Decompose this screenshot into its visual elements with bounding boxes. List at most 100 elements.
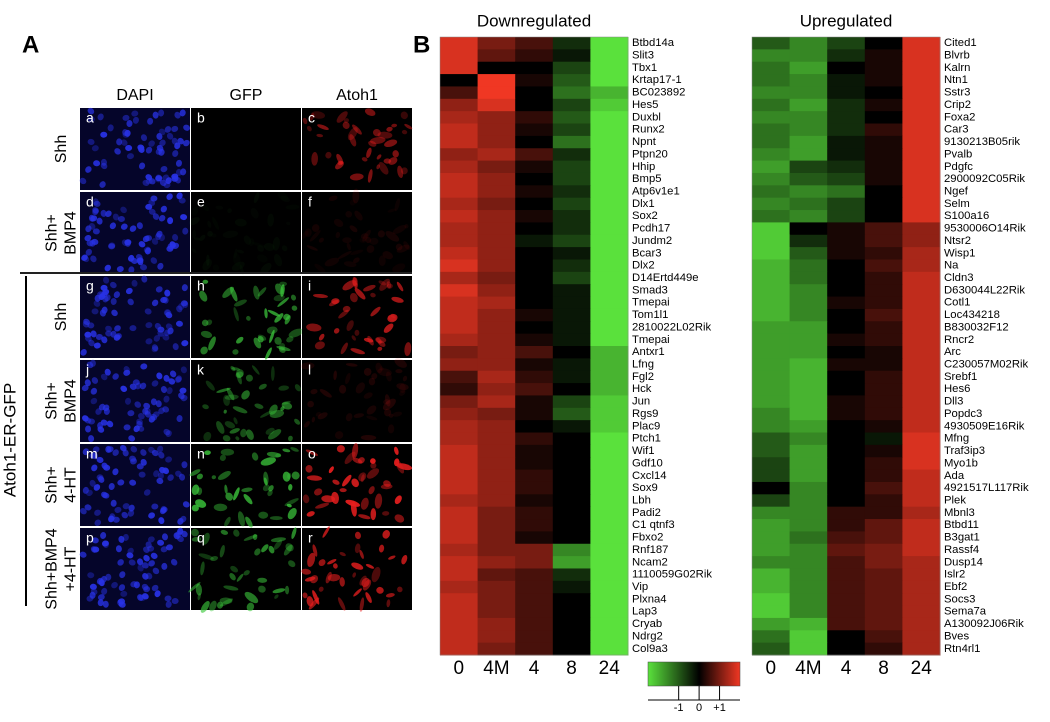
cell: [268, 545, 275, 554]
heatmap-cell: [902, 444, 941, 458]
cell: [87, 116, 95, 123]
heatmap-cell: [440, 580, 479, 594]
gene-label: C230057M02Rik: [944, 359, 1028, 371]
heatmap-cell: [515, 308, 554, 322]
cell: [272, 236, 280, 251]
cell: [112, 373, 119, 380]
cell: [258, 585, 266, 593]
heatmap-border: [439, 36, 629, 656]
cell: [301, 568, 312, 575]
heatmap-cell: [515, 630, 554, 644]
cell: [328, 195, 338, 201]
cell: [102, 404, 110, 412]
heatmap-cell: [752, 259, 791, 273]
cell: [159, 507, 167, 515]
cell: [274, 336, 282, 345]
cell: [80, 507, 87, 515]
cell: [267, 213, 275, 227]
heatmap-cell: [752, 617, 791, 631]
heatmap-cell: [477, 284, 516, 298]
cell: [306, 596, 314, 607]
heatmap-cell: [864, 494, 903, 508]
heatmap-cell: [827, 284, 866, 298]
heatmap-cell: [789, 111, 828, 125]
gene-label: Jun: [632, 396, 650, 408]
heatmap-cell: [590, 135, 629, 149]
row-label: Shh: [53, 135, 70, 163]
cell: [229, 428, 240, 434]
heatmap-cell: [440, 172, 479, 186]
cell: [258, 511, 269, 519]
cell: [126, 153, 134, 160]
cell: [150, 552, 158, 559]
gene-label: Blvrb: [944, 50, 970, 62]
heatmap-cell: [789, 160, 828, 174]
panel-letter: m: [86, 446, 98, 462]
heatmap-cell: [477, 506, 516, 520]
cell: [166, 132, 174, 140]
heatmap-cell: [477, 519, 516, 532]
cell: [129, 383, 137, 390]
gene-label: Sstr3: [944, 87, 970, 99]
heatmap-cell: [864, 74, 903, 87]
cell: [196, 473, 203, 480]
heatmap-cell: [440, 432, 479, 446]
cell: [88, 418, 96, 425]
heatmap-cell: [440, 383, 479, 396]
heatmap-cell: [902, 247, 941, 260]
heatmap-cell: [477, 271, 516, 285]
heatmap-cell: [552, 234, 591, 248]
gene-label: Ngef: [944, 185, 969, 197]
cell: [253, 192, 260, 204]
cell: [107, 124, 114, 132]
heatmap-cell: [752, 494, 791, 508]
cell: [106, 420, 114, 428]
heatmap-cell: [440, 519, 479, 532]
heatmap-cell: [440, 37, 479, 50]
cell: [206, 254, 210, 266]
cell: [305, 465, 313, 473]
cell: [274, 594, 279, 599]
cell: [131, 279, 138, 287]
cell: [180, 366, 187, 374]
heatmap-cell: [827, 543, 866, 557]
heatmap-cell: [902, 37, 941, 50]
cell: [139, 264, 147, 271]
heatmap-cell: [752, 271, 791, 285]
cell: [377, 131, 393, 139]
cell: [261, 544, 269, 553]
heatmap-cell: [552, 222, 591, 236]
cell: [245, 374, 253, 382]
cell: [378, 544, 385, 553]
panel-letter: o: [308, 446, 316, 462]
cell: [230, 365, 236, 372]
heatmap-cell: [515, 123, 554, 137]
cell: [131, 110, 139, 117]
cell: [287, 507, 297, 520]
cell: [383, 323, 394, 333]
cell: [150, 195, 158, 202]
cell: [396, 383, 409, 391]
heatmap-cell: [552, 420, 591, 434]
gene-label: Mbnl3: [944, 507, 975, 519]
heatmap-cell: [590, 247, 629, 260]
gene-label: Wisp1: [944, 247, 975, 259]
heatmap-cell: [827, 370, 866, 384]
gene-label: Tom1l1: [632, 309, 668, 321]
heatmap-cell: [827, 321, 866, 335]
cell: [181, 284, 188, 292]
gene-label: Arc: [944, 346, 961, 358]
heatmap-cell: [827, 86, 866, 100]
cell: [339, 552, 346, 557]
gene-label: S100a16: [944, 210, 989, 222]
cell: [332, 479, 340, 485]
heatmap-cell: [789, 457, 828, 471]
panel-letter: n: [197, 446, 205, 462]
heatmap-cell: [590, 543, 629, 557]
cell: [376, 586, 384, 594]
heatmap-cell: [590, 308, 629, 322]
heatmap-cell: [752, 61, 791, 75]
heatmap-cell: [440, 333, 479, 347]
heatmap-cell: [515, 271, 554, 285]
gene-label: Antxr1: [632, 346, 665, 358]
